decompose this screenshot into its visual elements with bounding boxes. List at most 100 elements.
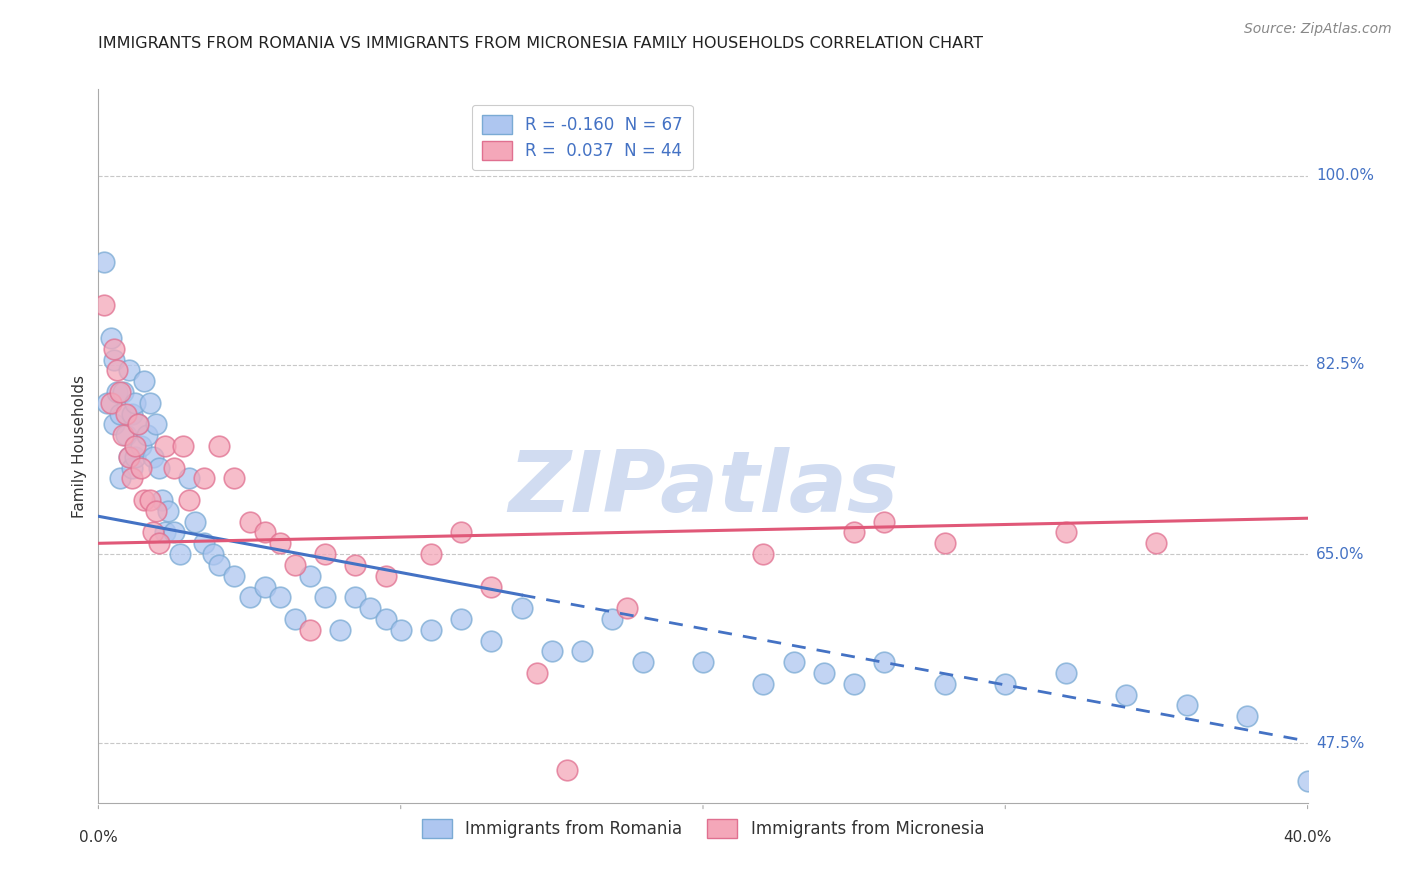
Point: [114, 407, 136, 421]
Point: [127, 417, 149, 432]
Point: [148, 460, 170, 475]
Point: [934, 536, 956, 550]
Point: [105, 363, 128, 377]
Point: [208, 558, 231, 572]
Point: [934, 677, 956, 691]
Text: 0.0%: 0.0%: [79, 830, 118, 845]
Point: [121, 460, 143, 475]
Point: [172, 439, 194, 453]
Point: [994, 677, 1017, 691]
Point: [1236, 709, 1258, 723]
Point: [103, 342, 125, 356]
Point: [163, 460, 186, 475]
Text: 65.0%: 65.0%: [1316, 547, 1364, 562]
Point: [184, 515, 207, 529]
Point: [103, 352, 125, 367]
Point: [269, 591, 291, 605]
Point: [389, 623, 412, 637]
Point: [555, 764, 578, 778]
Point: [202, 547, 225, 561]
Point: [239, 591, 262, 605]
Point: [150, 493, 173, 508]
Point: [132, 374, 155, 388]
Point: [139, 493, 162, 508]
Point: [153, 439, 176, 453]
Point: [602, 612, 624, 626]
Point: [813, 666, 835, 681]
Text: 40.0%: 40.0%: [1284, 830, 1331, 845]
Point: [481, 633, 503, 648]
Point: [127, 417, 149, 432]
Point: [450, 525, 472, 540]
Point: [145, 504, 167, 518]
Point: [118, 450, 141, 464]
Point: [108, 384, 131, 399]
Point: [179, 471, 201, 485]
Point: [124, 439, 146, 453]
Point: [299, 568, 322, 582]
Point: [118, 363, 141, 377]
Point: [100, 396, 122, 410]
Point: [121, 407, 143, 421]
Point: [299, 623, 322, 637]
Point: [692, 655, 714, 669]
Point: [616, 601, 638, 615]
Point: [1296, 774, 1319, 789]
Point: [1054, 525, 1077, 540]
Point: [145, 417, 167, 432]
Point: [121, 471, 143, 485]
Point: [571, 644, 593, 658]
Point: [631, 655, 654, 669]
Point: [450, 612, 472, 626]
Point: [193, 471, 215, 485]
Point: [93, 298, 115, 312]
Point: [314, 591, 336, 605]
Point: [105, 384, 128, 399]
Point: [142, 450, 165, 464]
Point: [96, 396, 118, 410]
Point: [253, 525, 276, 540]
Point: [139, 396, 162, 410]
Point: [111, 428, 134, 442]
Point: [163, 525, 186, 540]
Point: [329, 623, 352, 637]
Point: [481, 580, 503, 594]
Point: [420, 623, 443, 637]
Point: [344, 558, 367, 572]
Point: [108, 407, 131, 421]
Point: [193, 536, 215, 550]
Point: [224, 471, 246, 485]
Point: [118, 450, 141, 464]
Point: [783, 655, 806, 669]
Point: [344, 591, 367, 605]
Point: [844, 525, 866, 540]
Point: [873, 515, 896, 529]
Point: [148, 536, 170, 550]
Point: [135, 428, 157, 442]
Point: [103, 417, 125, 432]
Point: [1054, 666, 1077, 681]
Point: [284, 612, 307, 626]
Point: [526, 666, 548, 681]
Point: [108, 471, 131, 485]
Point: [208, 439, 231, 453]
Point: [156, 504, 179, 518]
Point: [374, 568, 396, 582]
Text: 100.0%: 100.0%: [1316, 169, 1374, 183]
Point: [129, 460, 152, 475]
Point: [129, 439, 152, 453]
Point: [284, 558, 307, 572]
Legend: Immigrants from Romania, Immigrants from Micronesia: Immigrants from Romania, Immigrants from…: [415, 812, 991, 845]
Point: [540, 644, 562, 658]
Text: 47.5%: 47.5%: [1316, 736, 1364, 751]
Point: [314, 547, 336, 561]
Point: [360, 601, 382, 615]
Point: [269, 536, 291, 550]
Point: [752, 547, 775, 561]
Point: [873, 655, 896, 669]
Point: [169, 547, 191, 561]
Point: [510, 601, 533, 615]
Point: [752, 677, 775, 691]
Text: ZIPatlas: ZIPatlas: [508, 447, 898, 531]
Point: [224, 568, 246, 582]
